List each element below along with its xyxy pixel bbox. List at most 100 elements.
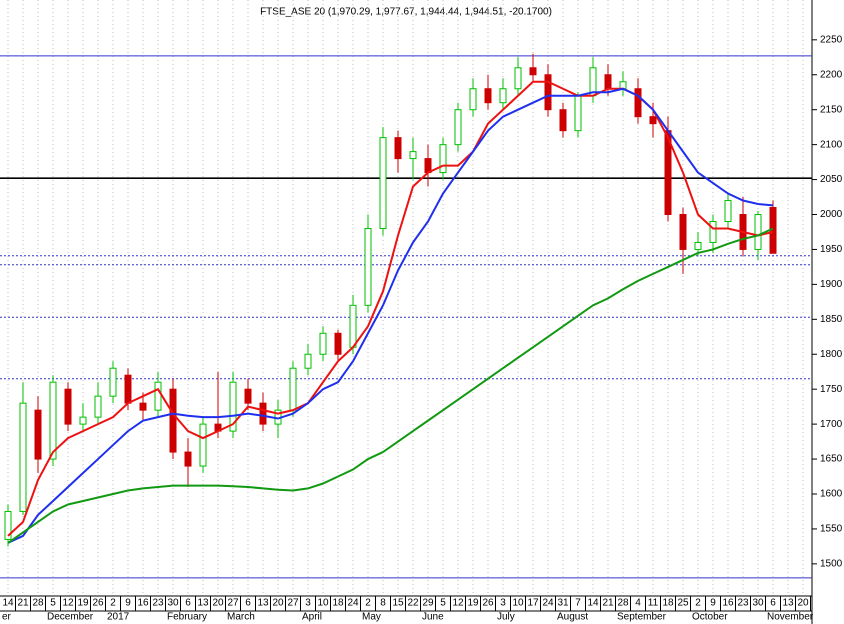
x-tick-label: 14 (2, 598, 14, 609)
x-tick-label: 5 (50, 598, 56, 609)
candle-body (94, 395, 102, 418)
candle-body (529, 67, 537, 76)
x-tick-label: 19 (77, 598, 89, 609)
candle-body (79, 416, 87, 425)
x-tick-label: 2 (695, 598, 701, 609)
x-tick-label: 7 (575, 598, 581, 609)
x-tick-label: 26 (92, 598, 104, 609)
x-tick-label: 18 (662, 598, 674, 609)
x-tick-label: 18 (332, 598, 344, 609)
candle-body (499, 88, 507, 104)
x-tick-label: 12 (62, 598, 74, 609)
x-tick-label: 10 (512, 598, 524, 609)
candle-body (19, 402, 27, 512)
x-tick-label: 30 (167, 598, 179, 609)
candle-body (724, 200, 732, 222)
x-tick-label: 2 (110, 598, 116, 609)
candle-body (559, 109, 567, 132)
candle-body (679, 214, 687, 250)
month-label: er (2, 612, 12, 623)
month-label: October (692, 612, 728, 623)
y-tick-label: 1500 (820, 558, 843, 569)
x-tick-label: 28 (617, 598, 629, 609)
candle-body (454, 109, 462, 146)
x-tick-label: 20 (212, 598, 224, 609)
candle-body (229, 381, 237, 432)
candle-body (649, 116, 657, 125)
month-label: July (497, 612, 515, 623)
month-label: June (422, 612, 444, 623)
x-tick-label: 19 (467, 598, 479, 609)
candle-body (4, 510, 12, 540)
chart-title: FTSE_ASE 20 (1,970.29, 1,977.67, 1,944.4… (260, 7, 552, 18)
candle-body (184, 451, 192, 467)
month-label: April (302, 612, 322, 623)
candle-body (439, 144, 447, 174)
x-tick-label: 22 (407, 598, 419, 609)
x-tick-label: 9 (710, 598, 716, 609)
x-tick-label: 20 (272, 598, 284, 609)
candle-body (349, 304, 357, 348)
candle-body (364, 227, 372, 306)
y-tick-label: 2100 (820, 139, 843, 150)
candle-body (169, 388, 177, 453)
y-tick-label: 1700 (820, 419, 843, 430)
candle-body (379, 137, 387, 229)
y-tick-label: 2050 (820, 174, 843, 185)
candle-body (304, 353, 312, 369)
candle-body (424, 158, 432, 174)
x-tick-label: 2 (365, 598, 371, 609)
x-tick-label: 10 (317, 598, 329, 609)
x-tick-label: 17 (527, 598, 539, 609)
candle-body (109, 367, 117, 397)
candle-body (394, 137, 402, 160)
x-tick-label: 15 (392, 598, 404, 609)
x-tick-label: 6 (185, 598, 191, 609)
x-tick-label: 9 (125, 598, 131, 609)
month-label: August (557, 612, 588, 623)
x-tick-label: 29 (422, 598, 434, 609)
candle-body (34, 409, 42, 460)
y-tick-label: 1800 (820, 349, 843, 360)
month-label: December (47, 612, 94, 623)
y-tick-label: 2250 (820, 34, 843, 45)
x-tick-label: 5 (440, 598, 446, 609)
month-label: February (167, 612, 207, 623)
x-tick-label: 26 (482, 598, 494, 609)
candle-body (409, 151, 417, 160)
x-tick-label: 23 (737, 598, 749, 609)
candle-body (544, 74, 552, 111)
y-tick-label: 1600 (820, 489, 843, 500)
x-tick-label: 6 (245, 598, 251, 609)
candle-body (289, 367, 297, 411)
x-tick-label: 23 (152, 598, 164, 609)
candle-body (484, 88, 492, 104)
y-tick-label: 1650 (820, 454, 843, 465)
x-tick-label: 3 (500, 598, 506, 609)
month-label: March (227, 612, 255, 623)
candle-body (154, 381, 162, 411)
x-tick-label: 16 (137, 598, 149, 609)
x-tick-label: 21 (17, 598, 29, 609)
candle-body (124, 374, 132, 404)
month-label: September (617, 612, 667, 623)
candle-body (244, 388, 252, 404)
y-tick-label: 1900 (820, 279, 843, 290)
x-tick-label: 11 (648, 598, 659, 609)
moving-average-line (7, 87, 774, 544)
candle-body (259, 402, 267, 425)
x-tick-label: 24 (542, 598, 554, 609)
candle-body (709, 220, 717, 243)
candle-body (634, 88, 642, 118)
y-tick-label: 2000 (820, 209, 843, 220)
candle-body (514, 67, 522, 90)
x-tick-label: 31 (557, 598, 569, 609)
candle-body (319, 332, 327, 355)
candle-body (694, 241, 702, 250)
x-tick-label: 27 (227, 598, 239, 609)
month-label: May (362, 612, 381, 623)
candle-body (64, 388, 72, 425)
y-tick-label: 1550 (820, 524, 843, 535)
x-tick-label: 20 (797, 598, 809, 609)
